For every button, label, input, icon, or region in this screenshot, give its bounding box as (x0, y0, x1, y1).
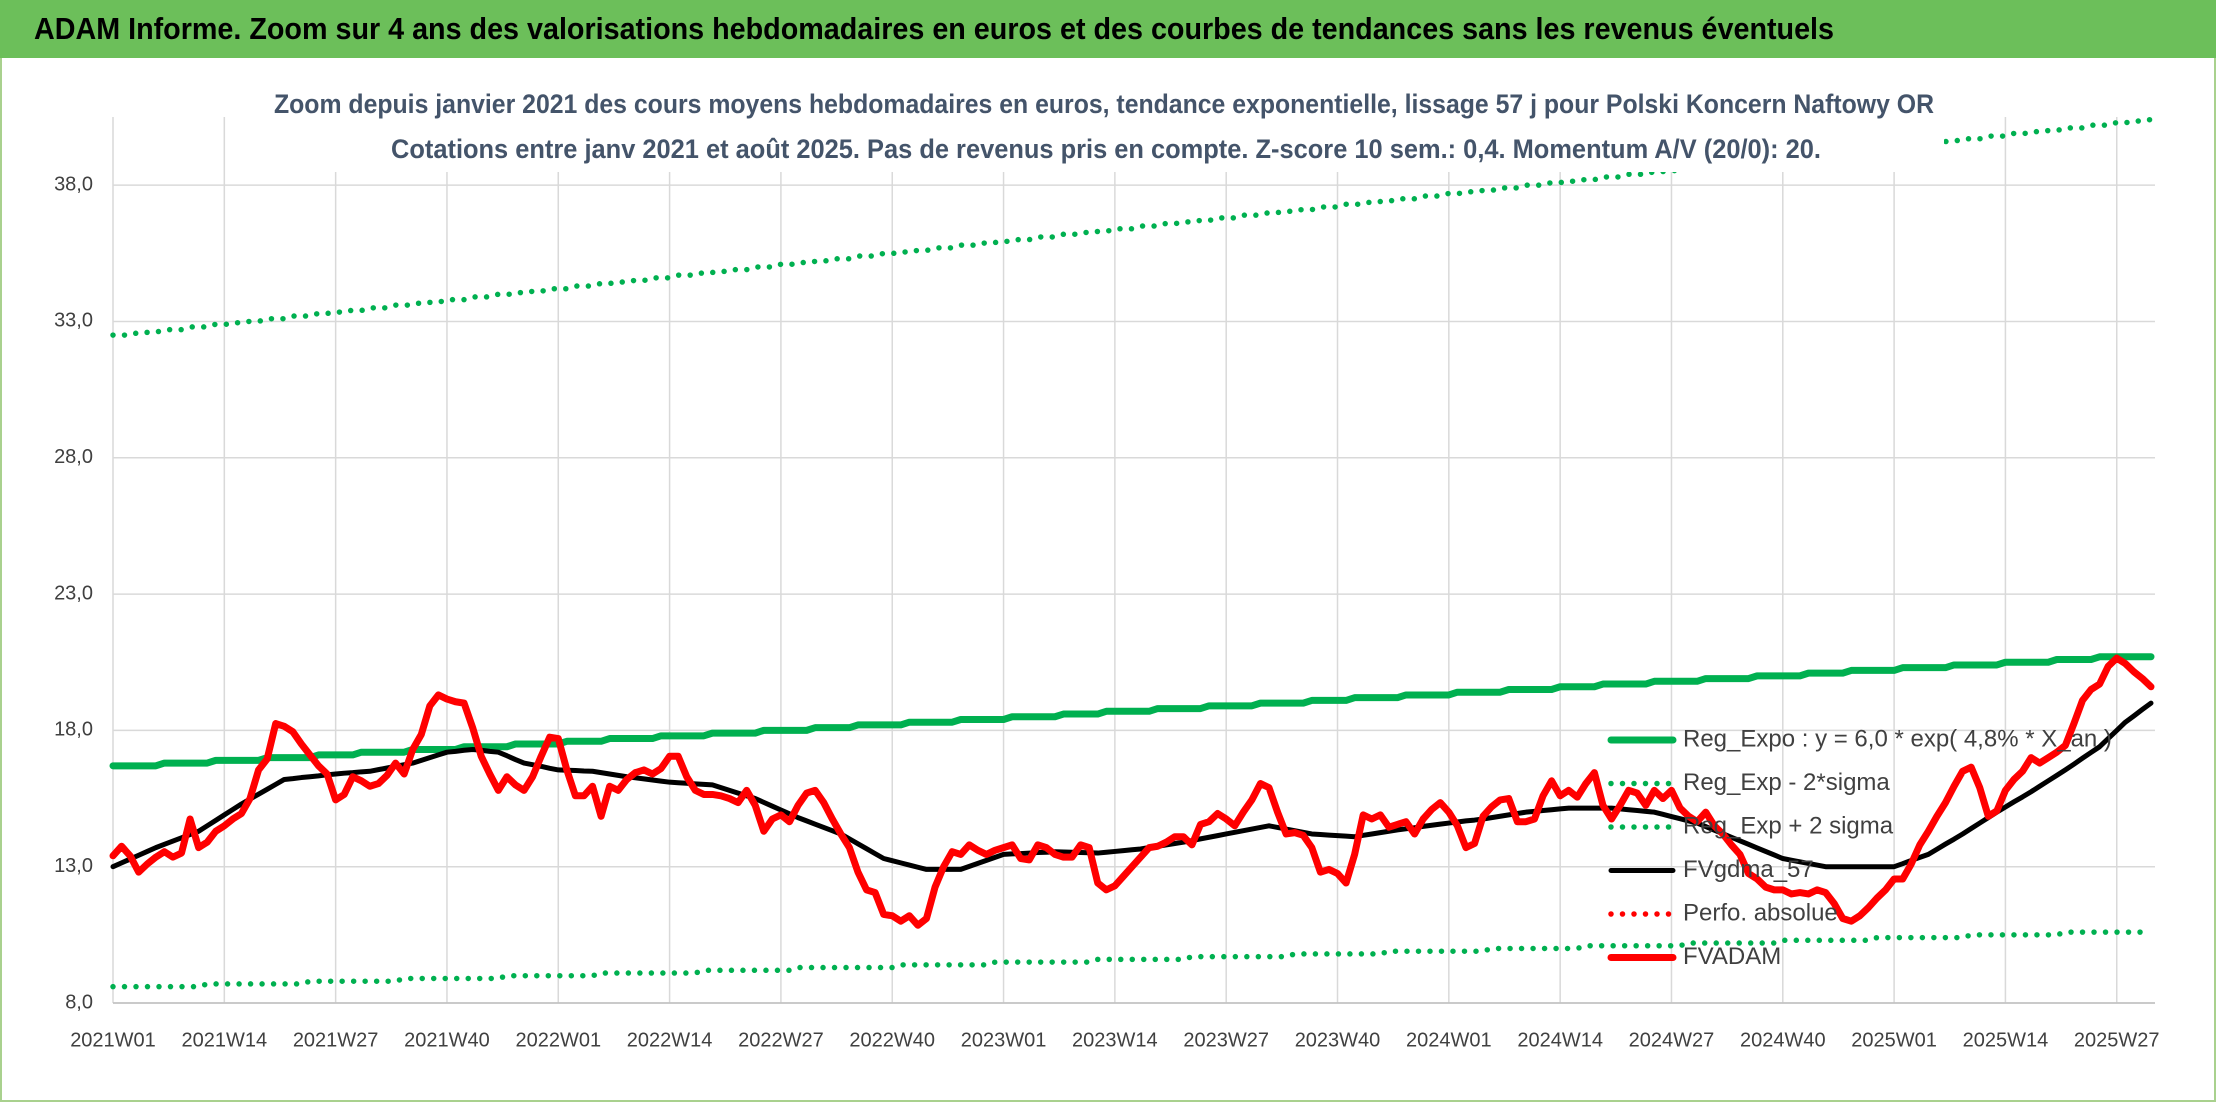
x-tick-label: 2022W14 (627, 1029, 713, 1051)
x-tick-label: 2021W27 (293, 1029, 379, 1051)
legend-label: FVgdma_57 (1683, 856, 1814, 883)
x-tick-label: 2023W01 (961, 1029, 1047, 1051)
y-tick-label: 38,0 (54, 173, 93, 195)
legend: Reg_Expo : y = 6,0 * exp( 4,8% * X_an ) R… (1607, 725, 2112, 970)
x-tick-label: 2025W14 (1963, 1029, 2049, 1051)
series-line (110, 929, 2154, 990)
title-background (256, 84, 1944, 172)
y-tick-label: 18,0 (54, 719, 93, 741)
x-tick-label: 2024W01 (1406, 1029, 1492, 1051)
x-tick-label: 2023W27 (1183, 1029, 1269, 1051)
plot-area: 8,0 13,0 18,0 23,0 28,0 33,0 38,0 2021W01 2021W1… (54, 116, 2160, 1051)
x-tick-label: 2025W01 (1851, 1029, 1937, 1051)
page-title: ADAM Informe. Zoom sur 4 ans des valoris… (34, 11, 1834, 46)
chart-subtitle: Cotations entre janv 2021 et août 2025. … (391, 134, 1821, 164)
series-line (110, 700, 2154, 872)
x-tick-label: 2025W27 (2074, 1029, 2160, 1051)
x-tick-label: 2021W40 (404, 1029, 490, 1051)
x-tick-label: 2021W14 (182, 1029, 268, 1051)
series-line (109, 654, 2155, 929)
legend-label: Reg_Exp + 2 sigma (1683, 812, 1894, 839)
x-tick-label: 2021W01 (70, 1029, 156, 1051)
legend-label: Perfo. absolue (1683, 899, 1838, 926)
x-tick-label: 2024W14 (1517, 1029, 1603, 1051)
y-tick-label: 33,0 (54, 310, 93, 332)
banner (0, 0, 2216, 58)
x-tick-label: 2023W40 (1295, 1029, 1381, 1051)
y-tick-label: 23,0 (54, 582, 93, 604)
x-tick-label: 2024W40 (1740, 1029, 1826, 1051)
y-tick-label: 13,0 (54, 855, 93, 877)
y-tick-label: 28,0 (54, 446, 93, 468)
x-tick-label: 2022W27 (738, 1029, 824, 1051)
x-tick-label: 2022W40 (849, 1029, 935, 1051)
legend-label: Reg_Expo : y = 6,0 * exp( 4,8% * X_an ) (1683, 725, 2112, 752)
legend-label: FVADAM (1683, 943, 1781, 970)
x-tick-label: 2023W14 (1072, 1029, 1158, 1051)
x-tick-label: 2024W27 (1629, 1029, 1715, 1051)
y-tick-label: 8,0 (65, 991, 93, 1013)
x-tick-label: 2022W01 (515, 1029, 601, 1051)
legend-label: Reg_Exp - 2*sigma (1683, 769, 1890, 796)
chart-title: Zoom depuis janvier 2021 des cours moyen… (274, 89, 1934, 119)
